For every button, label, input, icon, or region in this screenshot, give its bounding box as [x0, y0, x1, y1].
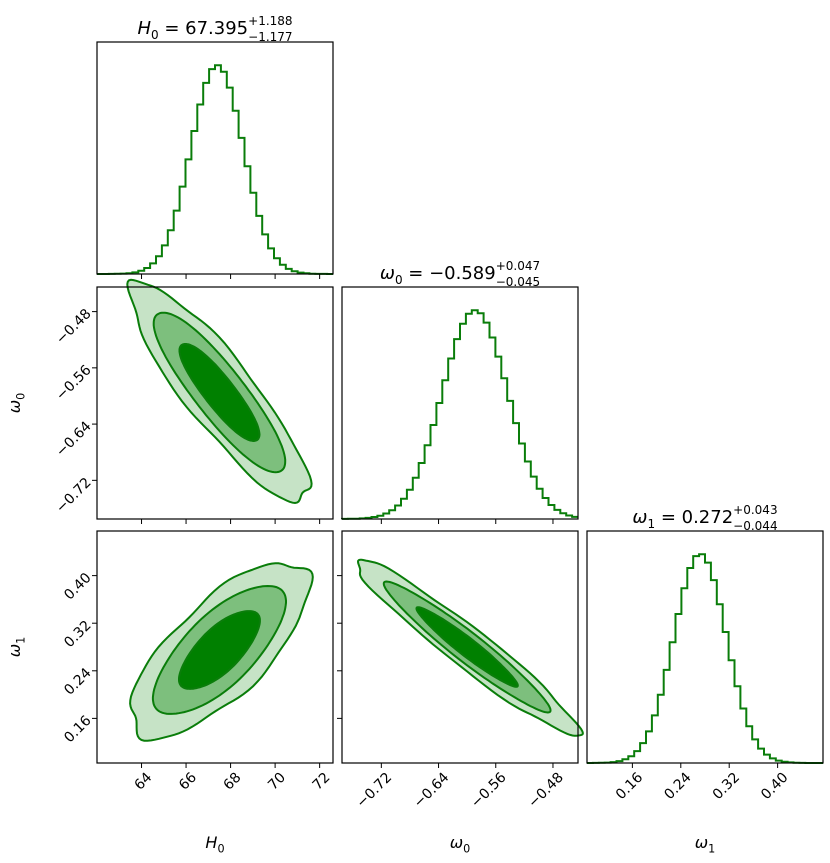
x-axis-label-w0: ω0	[450, 833, 471, 855]
x-tick-label: −0.72	[354, 770, 396, 812]
panel-title-H0: H0 = 67.395+1.188 −1.177	[137, 14, 292, 44]
contour-1sigma	[178, 610, 261, 690]
x-tick-label: 72	[310, 770, 334, 794]
y-tick-label: −0.64	[53, 418, 95, 460]
panel-title-w1: ω1 = 0.272+0.043 −0.044	[632, 503, 777, 533]
panel-frame-w0-w0	[341, 286, 579, 520]
histogram-w0	[341, 309, 578, 520]
x-tick-label: −0.56	[468, 770, 510, 812]
contour-panel-w0-w1	[356, 558, 584, 737]
y-tick-label: 0.16	[61, 713, 94, 746]
x-tick-label: 68	[221, 770, 245, 794]
contour-panel-H0-w0	[126, 278, 313, 505]
panel-frame-H0-w1	[96, 530, 334, 764]
x-tick-label: 0.16	[613, 770, 646, 803]
panel-title-w0: ω0 = −0.589+0.047 −0.045	[380, 259, 540, 289]
y-tick-label: −0.72	[53, 475, 95, 517]
contour-1sigma	[415, 606, 519, 688]
panel-frame-w0-w1	[341, 530, 579, 764]
panel-frame-H0-H0	[96, 41, 334, 275]
x-tick-label: 64	[132, 770, 156, 794]
x-axis-label-H0: H0	[205, 833, 224, 855]
histogram-w1	[587, 553, 823, 764]
x-tick-label: 0.40	[758, 770, 791, 803]
y-tick-label: 0.24	[61, 665, 94, 698]
x-tick-label: −0.64	[411, 770, 453, 812]
x-tick-label: 70	[265, 770, 289, 794]
x-axis-label-w1: ω1	[695, 833, 716, 855]
panel-frame-H0-w0	[96, 286, 334, 520]
y-axis-label-w0: ω0	[5, 393, 27, 414]
x-tick-label: 66	[176, 770, 200, 794]
y-tick-label: −0.48	[53, 306, 95, 348]
panel-frame-w1-w1	[586, 530, 824, 764]
y-tick-label: −0.56	[53, 362, 95, 404]
x-tick-label: 0.32	[710, 770, 743, 803]
x-tick-label: 0.24	[661, 770, 694, 803]
y-tick-label: 0.40	[61, 570, 94, 603]
y-axis-label-w1: ω1	[5, 637, 27, 658]
contour-1sigma	[178, 343, 261, 443]
histogram-H0	[97, 64, 333, 275]
contour-panel-H0-w1	[129, 562, 314, 742]
x-tick-label: −0.48	[525, 770, 567, 812]
y-tick-label: 0.32	[61, 618, 94, 651]
